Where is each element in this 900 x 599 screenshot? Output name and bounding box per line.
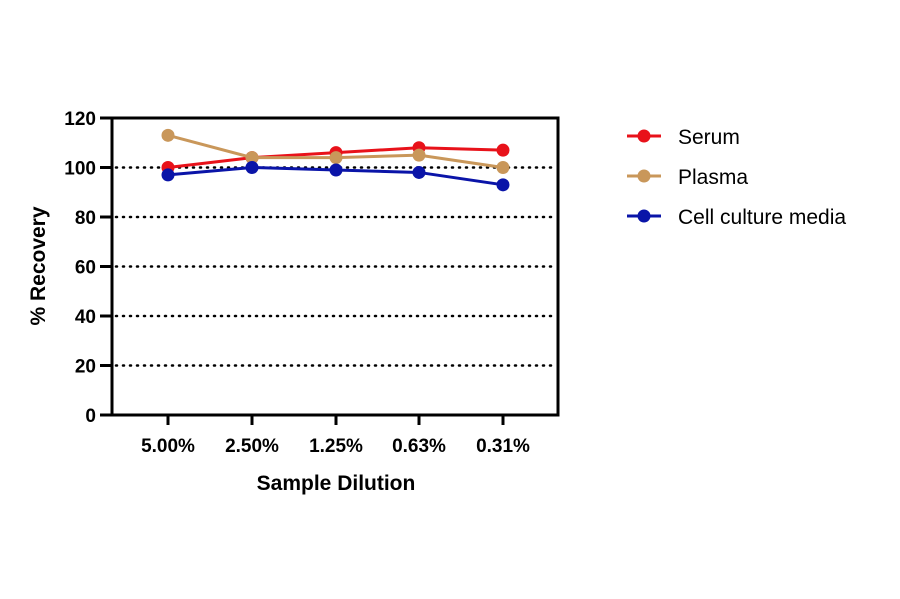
data-point-plasma bbox=[161, 128, 175, 142]
legend-marker-serum bbox=[637, 129, 651, 143]
legend-label-cell-culture-media: Cell culture media bbox=[678, 206, 846, 229]
data-point-plasma bbox=[245, 151, 259, 165]
y-axis-label: % Recovery bbox=[27, 206, 50, 325]
data-point-cell-culture-media bbox=[329, 163, 343, 177]
data-point-cell-culture-media bbox=[161, 168, 175, 182]
x-tick-label: 1.25% bbox=[309, 436, 363, 457]
legend-marker-plasma bbox=[637, 169, 651, 183]
data-point-serum bbox=[496, 143, 510, 157]
legend-label-plasma: Plasma bbox=[678, 166, 748, 189]
y-tick-label: 40 bbox=[75, 307, 96, 328]
legend-label-serum: Serum bbox=[678, 126, 740, 149]
data-point-plasma bbox=[496, 161, 510, 174]
x-tick-label: 0.31% bbox=[476, 436, 530, 457]
x-tick-label: 0.63% bbox=[392, 436, 446, 457]
x-tick-label: 5.00% bbox=[141, 436, 195, 457]
x-tick-label: 2.50% bbox=[225, 436, 279, 457]
x-axis-label: Sample Dilution bbox=[257, 472, 416, 495]
y-tick-label: 20 bbox=[75, 357, 96, 378]
data-point-cell-culture-media bbox=[496, 178, 510, 192]
data-point-plasma bbox=[412, 148, 426, 162]
y-tick-label: 120 bbox=[64, 109, 96, 130]
y-tick-label: 0 bbox=[85, 406, 96, 427]
y-tick-label: 60 bbox=[75, 258, 96, 279]
y-tick-label: 100 bbox=[64, 159, 96, 180]
data-point-plasma bbox=[329, 151, 343, 165]
y-tick-label: 80 bbox=[75, 208, 96, 229]
legend-marker-cell-culture-media bbox=[637, 209, 651, 223]
data-point-cell-culture-media bbox=[412, 165, 426, 179]
data-point-cell-culture-media bbox=[245, 161, 259, 174]
